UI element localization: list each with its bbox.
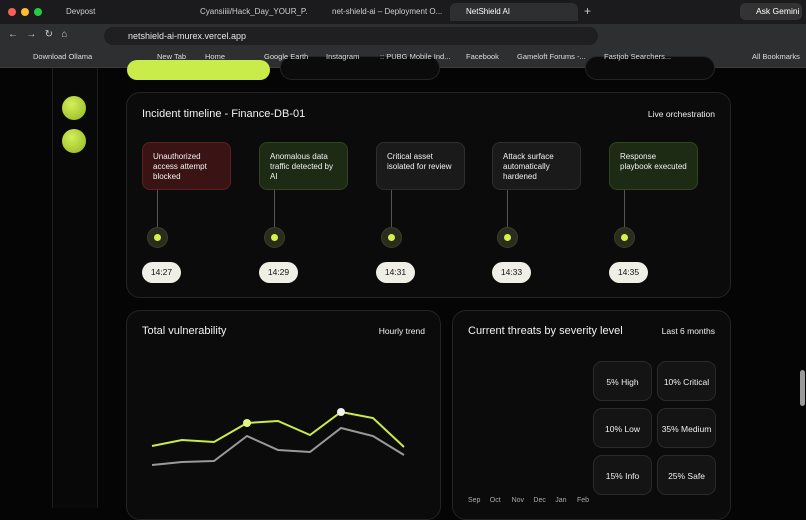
bookmark[interactable]: New Tab (157, 52, 187, 61)
vulnerability-badge: Hourly trend (378, 326, 425, 336)
event-time: 14:29 (259, 262, 298, 283)
timeline-title: Incident timeline - Finance-DB-01 (142, 108, 306, 120)
tab[interactable]: net-shield-ai – Deployment O... (332, 7, 442, 16)
bookmark[interactable]: :: PUBG Mobile Ind... (380, 52, 451, 61)
severity-level: 10% Low (593, 408, 652, 448)
close-window[interactable] (8, 8, 16, 16)
month-label: Feb (577, 497, 590, 504)
severity-level: 15% Info (593, 455, 652, 495)
trend-line (151, 410, 405, 448)
severity-level: 35% Medium (657, 408, 716, 448)
sidebar-icon[interactable] (62, 96, 86, 120)
sidebar-icon[interactable] (62, 129, 86, 153)
event-dot (271, 234, 278, 241)
trend-line (151, 426, 405, 466)
trend-chart (151, 370, 805, 466)
event-connector (274, 176, 275, 228)
tab[interactable]: Cyansiiii/Hack_Day_YOUR_P... (200, 7, 308, 16)
bookmark[interactable]: Gameloft Forums -... (517, 52, 586, 61)
event-time: 14:35 (609, 262, 648, 283)
event-dot (154, 234, 161, 241)
ask-gemini[interactable]: Ask Gemini (740, 3, 802, 20)
month-label: Jan (555, 497, 567, 504)
event-dot (504, 234, 511, 241)
maximize-window[interactable] (34, 8, 42, 16)
new-tab[interactable]: + (584, 4, 592, 18)
vulnerability-title: Total vulnerability (142, 325, 227, 337)
event-connector (507, 176, 508, 228)
month-label: Dec (533, 497, 546, 504)
bookmark[interactable]: Download Ollama (33, 52, 93, 61)
event-time: 14:33 (492, 262, 531, 283)
event-card: Unauthorized access attempt blocked (142, 142, 231, 190)
vulnerability-card (126, 310, 441, 520)
threats-badge: Last 6 months (661, 326, 715, 336)
event-connector (391, 176, 392, 228)
card (585, 56, 715, 80)
event-card: Response playbook executed (609, 142, 698, 190)
event-card: Critical asset isolated for review (376, 142, 465, 190)
trend-point (337, 408, 345, 416)
tab[interactable]: Devpost (66, 7, 96, 16)
tab[interactable]: NetShield AI (450, 3, 578, 21)
bookmark[interactable]: Facebook (466, 52, 499, 61)
event-time: 14:31 (376, 262, 415, 283)
month-label: Oct (489, 497, 501, 504)
timeline-badge: Live orchestration (647, 109, 715, 119)
month-label: Nov (511, 497, 525, 504)
bookmark[interactable]: Home (205, 52, 226, 61)
threats-title: Current threats by severity level (468, 325, 623, 337)
card (280, 56, 440, 80)
scrollbar[interactable] (800, 370, 805, 406)
bookmark[interactable]: Google Earth (264, 52, 309, 61)
bookmark[interactable]: Fastjob Searchers... (604, 52, 672, 61)
address-bar[interactable]: netshield-ai-murex.vercel.app (104, 27, 598, 45)
nav-buttons[interactable]: ← → ↻ ⌂ (8, 29, 68, 40)
event-dot (621, 234, 628, 241)
all-bookmarks[interactable]: All Bookmarks (752, 52, 800, 61)
severity-level: 25% Safe (657, 455, 716, 495)
event-time: 14:27 (142, 262, 181, 283)
event-dot (388, 234, 395, 241)
event-card: Attack surface automatically hardened (492, 142, 581, 190)
top-button[interactable] (127, 60, 270, 80)
severity-level: 5% High (593, 361, 652, 401)
tab-bar: Devpost Cyansiiii/Hack_Day_YOUR_P... net… (0, 0, 806, 24)
trend-point (243, 419, 251, 427)
event-card: Anomalous data traffic detected by AI (259, 142, 348, 190)
event-connector (624, 176, 625, 228)
minimize-window[interactable] (21, 8, 29, 16)
month-label: Sep (468, 497, 481, 504)
event-connector (157, 176, 158, 228)
severity-level: 10% Critical (657, 361, 716, 401)
bookmark[interactable]: Instagram (326, 52, 360, 61)
